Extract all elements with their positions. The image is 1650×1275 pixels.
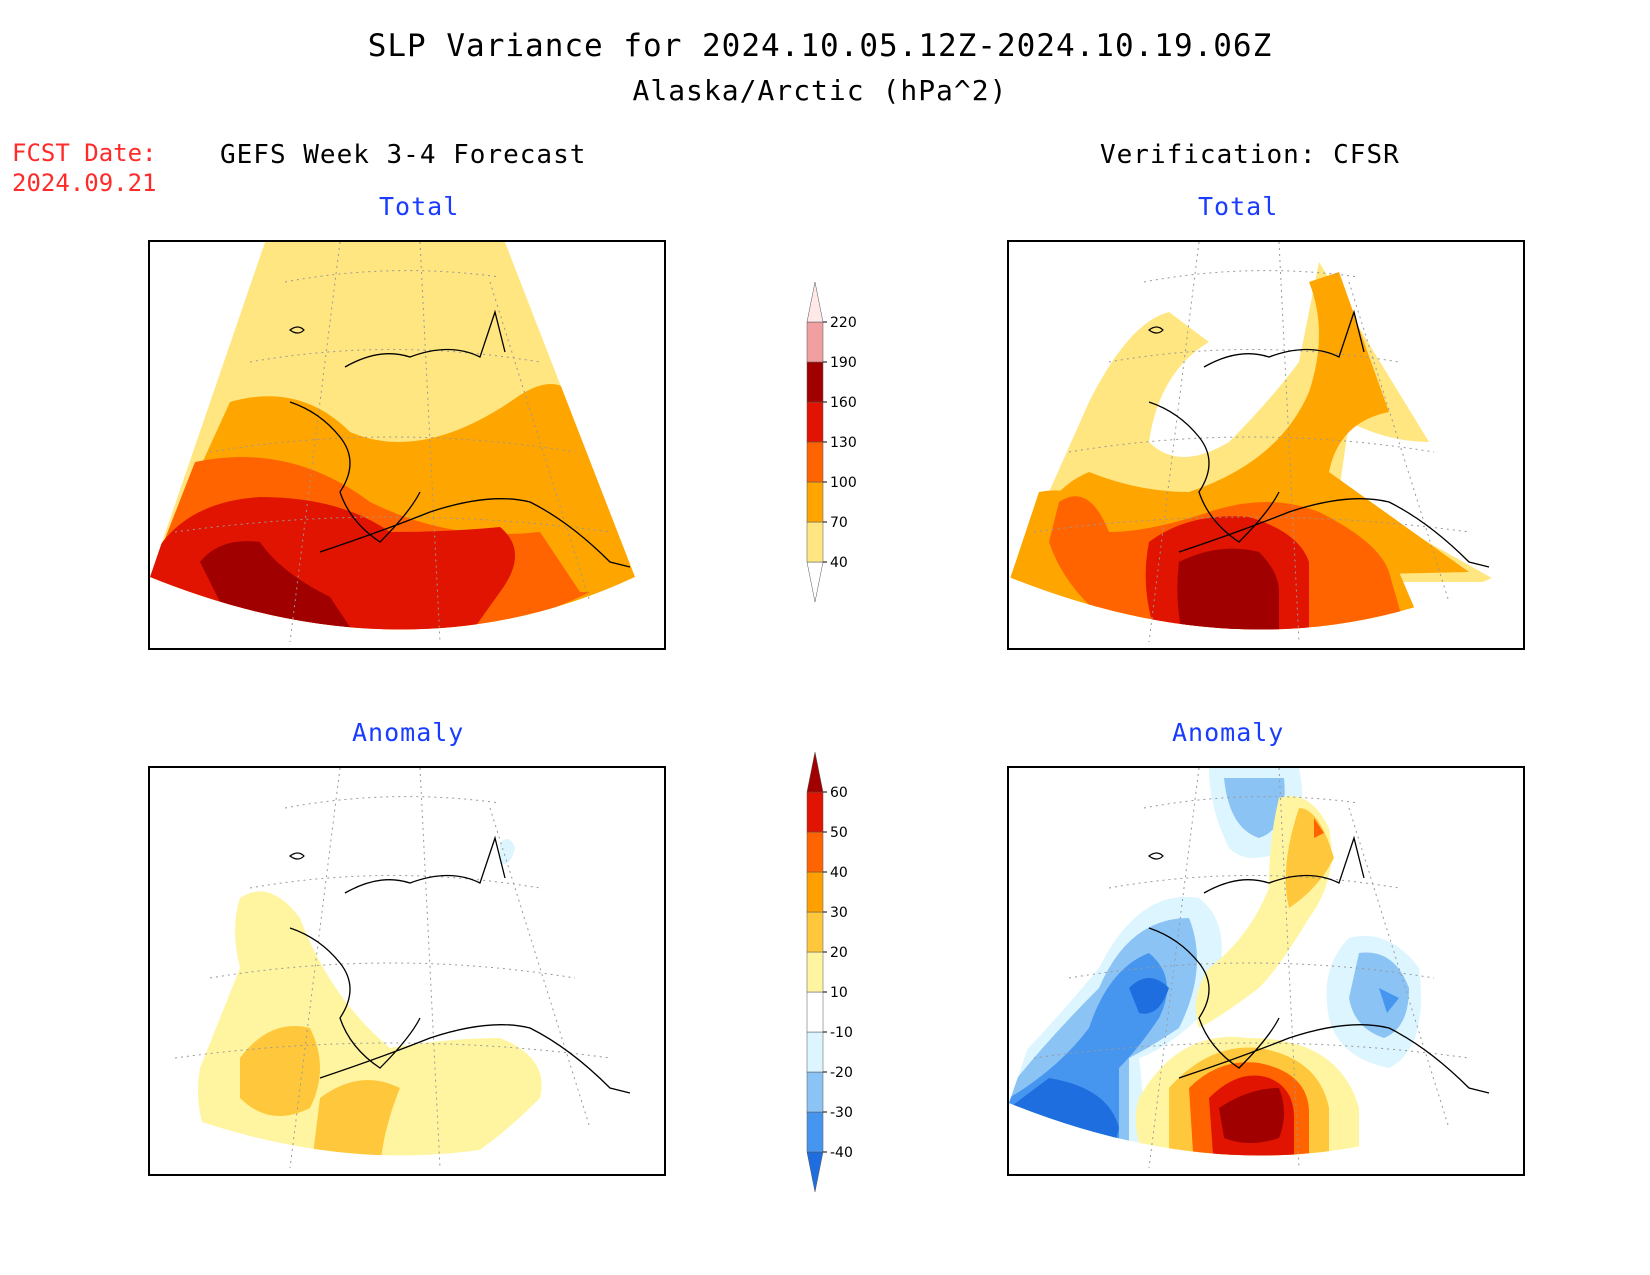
total-colorbar-label-5: 190 (830, 355, 857, 371)
verification-total-title: Total (1198, 192, 1279, 221)
anomaly-colorbar-swatch-8 (806, 831, 824, 873)
anomaly-colorbar-swatch-6 (806, 911, 824, 953)
anomaly-colorbar-label-3: -10 (830, 1025, 853, 1041)
total-colorbar-label-6: 220 (830, 315, 857, 331)
anomaly-colorbar-swatch-4 (806, 991, 824, 1033)
total-colorbar-swatch-0 (806, 561, 824, 603)
total-colorbar-swatch-3 (806, 441, 824, 483)
total-colorbar-swatch-5 (806, 361, 824, 403)
forecast-total-map (148, 240, 666, 650)
anomaly-colorbar-swatch-10 (806, 752, 824, 793)
anomaly-colorbar-label-6: 30 (830, 905, 848, 921)
anomaly-colorbar-label-4: 10 (830, 985, 848, 1001)
total-colorbar-swatch-6 (806, 321, 824, 363)
forecast-column-title: GEFS Week 3-4 Forecast (220, 140, 587, 170)
fcst-date-value: 2024.09.21 (12, 169, 157, 197)
forecast-total-title: Total (379, 192, 460, 221)
anomaly-colorbar-swatch-7 (806, 871, 824, 913)
anomaly-colorbar: -40 -30 -20 -10 10 20 30 40 50 60 (806, 752, 853, 1193)
anomaly-colorbar-label-1: -30 (830, 1105, 853, 1121)
anomaly-colorbar-label-5: 20 (830, 945, 848, 961)
verification-column-title: Verification: CFSR (1100, 140, 1400, 170)
total-colorbar-swatch-7 (806, 282, 824, 323)
total-colorbar-swatch-4 (806, 401, 824, 443)
total-colorbar-label-4: 160 (830, 395, 857, 411)
forecast-anomaly-map (148, 766, 666, 1176)
main-title: SLP Variance for 2024.10.05.12Z-2024.10.… (367, 28, 1273, 64)
total-colorbar: 40 70 100 130 160 190 220 (806, 282, 857, 603)
anomaly-colorbar-swatch-3 (806, 1031, 824, 1073)
total-colorbar-label-2: 100 (830, 475, 857, 491)
total-colorbar-swatch-1 (806, 521, 824, 563)
anomaly-colorbar-swatch-2 (806, 1071, 824, 1113)
total-colorbar-label-0: 40 (830, 555, 848, 571)
fcst-date-label: FCST Date: (12, 139, 157, 167)
verification-anomaly-title: Anomaly (1172, 718, 1285, 747)
fcst-date-block: FCST Date: 2024.09.21 (12, 138, 157, 198)
forecast-anomaly-title: Anomaly (352, 718, 465, 747)
total-colorbar-swatch-2 (806, 481, 824, 523)
anomaly-colorbar-swatch-5 (806, 951, 824, 993)
anomaly-colorbar-swatch-0 (806, 1151, 824, 1193)
anomaly-colorbar-label-2: -20 (830, 1065, 853, 1081)
verification-anomaly-map (1007, 766, 1525, 1176)
anomaly-colorbar-label-0: -40 (830, 1145, 853, 1161)
verification-total-map (1007, 240, 1525, 650)
total-colorbar-label-3: 130 (830, 435, 857, 451)
total-colorbar-label-1: 70 (830, 515, 848, 531)
anomaly-colorbar-swatch-9 (806, 791, 824, 833)
anomaly-colorbar-label-9: 60 (830, 785, 848, 801)
anomaly-colorbar-label-7: 40 (830, 865, 848, 881)
main-subtitle: Alaska/Arctic (hPa^2) (632, 74, 1008, 107)
anomaly-colorbar-swatch-1 (806, 1111, 824, 1153)
anomaly-colorbar-label-8: 50 (830, 825, 848, 841)
